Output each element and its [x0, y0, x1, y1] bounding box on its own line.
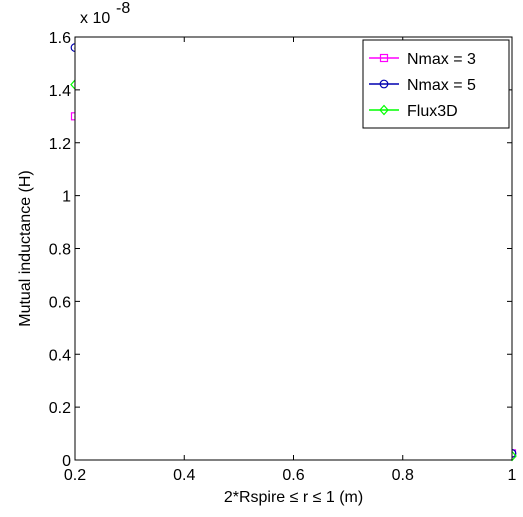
x-tick-label: 0.6: [282, 467, 304, 484]
y-tick-label: 1: [62, 189, 71, 206]
y-tick-label: 1.6: [49, 30, 71, 47]
y-tick-label: 0: [62, 453, 71, 470]
x-tick-label: 0.4: [173, 467, 195, 484]
y-tick-label: 1.2: [49, 136, 71, 153]
y-tick-label: 0.6: [49, 294, 71, 311]
legend: Nmax = 3 Nmax = 5 Flux3D: [362, 39, 510, 129]
y-tick-label: 0.8: [49, 242, 71, 259]
x-tick-label: 1: [508, 467, 517, 484]
x-axis-title: 2*Rspire ≤ r ≤ 1 (m): [224, 489, 363, 506]
legend-label: Nmax = 3: [407, 51, 476, 68]
legend-label: Flux3D: [407, 103, 458, 120]
y-axis-title: Mutual inductance (H): [17, 170, 34, 327]
legend-marker: [379, 104, 389, 116]
legend-label: Nmax = 5: [407, 77, 476, 94]
legend-marker: [379, 53, 389, 63]
y-tick-label: 1.4: [49, 83, 71, 100]
y-tick-label: 0.4: [49, 347, 71, 364]
x-tick-label: 0.8: [392, 467, 414, 484]
legend-marker: [379, 79, 389, 89]
x-tick-label: 0.2: [64, 467, 86, 484]
y-exponent-label: x 10: [80, 10, 110, 27]
y-tick-label: 0.2: [49, 400, 71, 417]
y-exponent-power: -8: [116, 0, 130, 17]
